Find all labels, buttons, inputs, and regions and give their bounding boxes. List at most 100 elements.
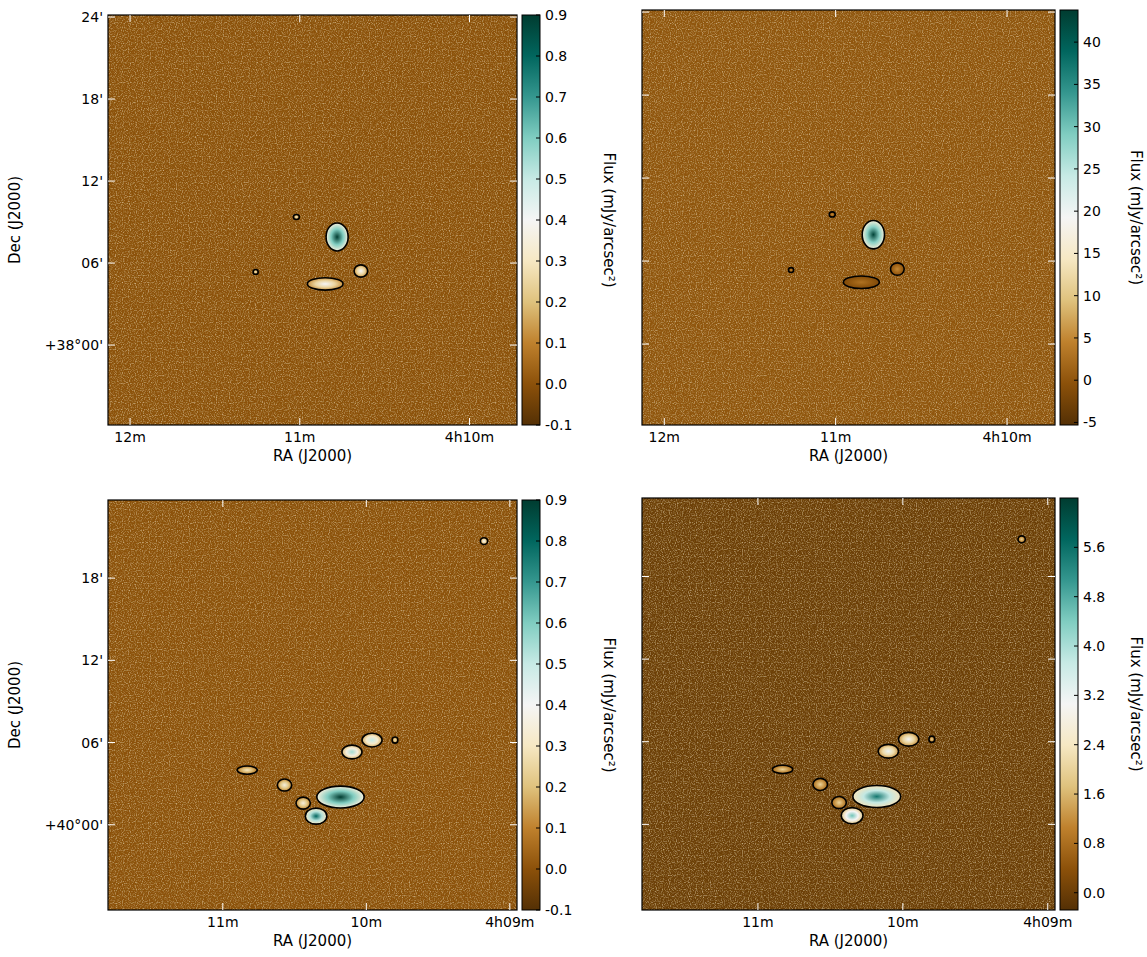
y-tick [510, 99, 517, 100]
colorbar-tick [1074, 646, 1078, 647]
colorbar-tick [1074, 794, 1078, 795]
y-axis-title: Dec (J2000) [6, 661, 24, 749]
y-tick [108, 181, 115, 182]
source [326, 223, 348, 251]
y-tick-label: 18' [81, 91, 103, 107]
colorbar-tick-label: 25 [1083, 161, 1101, 177]
source [1018, 536, 1025, 543]
x-tick [757, 498, 758, 505]
colorbar-tick [1074, 126, 1078, 127]
x-tick [469, 15, 470, 22]
source [392, 737, 398, 743]
y-tick-label: +40°00' [45, 817, 103, 833]
source [929, 736, 935, 742]
x-tick [509, 903, 510, 910]
source [293, 214, 299, 219]
y-tick [642, 824, 649, 825]
y-tick [510, 578, 517, 579]
y-tick [510, 345, 517, 346]
colorbar-title: Flux (mJy/arcsec²) [600, 637, 618, 772]
colorbar-tick-label: 5.6 [1083, 539, 1105, 555]
y-tick [1048, 261, 1055, 262]
x-tick [366, 500, 367, 507]
colorbar-tick-label: -5 [1083, 414, 1097, 430]
y-tick [1048, 12, 1055, 13]
x-tick-label: 12m [649, 429, 680, 445]
colorbar-title: Flux (mJy/arcsec²) [1127, 636, 1145, 771]
x-tick-label: 4h09m [1023, 914, 1072, 930]
y-tick-label: 12' [81, 652, 103, 668]
colorbar-tick-label: 4.8 [1083, 589, 1105, 605]
x-tick [664, 418, 665, 425]
colorbar-tick [1074, 695, 1078, 696]
x-tick [130, 15, 131, 22]
colorbar-tick-label: 0.5 [545, 171, 567, 187]
colorbar-tick-label: 5 [1083, 330, 1092, 346]
colorbar-tick-label: 0.0 [1083, 885, 1105, 901]
x-tick [222, 500, 223, 507]
colorbar-tick-label: -0.1 [545, 902, 572, 918]
noise [642, 498, 1055, 910]
colorbar-tick-label: 35 [1083, 76, 1101, 92]
panel: 11m10m4h09mRA (J2000)0.00.81.62.43.24.04… [642, 498, 1145, 950]
x-tick-label: 11m [284, 429, 315, 445]
x-axis-title: RA (J2000) [273, 932, 352, 950]
x-tick-label: 4h10m [445, 429, 494, 445]
x-tick [902, 498, 903, 505]
source [853, 786, 901, 808]
noise [108, 500, 517, 910]
colorbar-tick [536, 302, 540, 303]
colorbar [1060, 498, 1078, 910]
colorbar-tick-label: 0.2 [545, 294, 567, 310]
colorbar-tick-label: 0.2 [545, 779, 567, 795]
colorbar-tick-label: 0.7 [545, 574, 567, 590]
y-tick [510, 181, 517, 182]
colorbar-tick [1074, 295, 1078, 296]
colorbar-tick [1074, 422, 1078, 423]
noise [108, 500, 517, 910]
source [890, 263, 904, 275]
y-tick-label: 18' [81, 570, 103, 586]
source [362, 733, 382, 747]
panel: 12m11m4h10mRA (J2000)-50510152025303540F… [642, 10, 1145, 465]
colorbar-tick [536, 261, 540, 262]
colorbar-tick [1074, 744, 1078, 745]
colorbar-tick-label: 15 [1083, 245, 1101, 261]
y-tick [642, 12, 649, 13]
source [277, 779, 291, 791]
x-tick [509, 500, 510, 507]
noise [642, 10, 1055, 425]
x-tick [757, 903, 758, 910]
colorbar-tick [536, 828, 540, 829]
y-tick [108, 742, 115, 743]
noise [642, 10, 1055, 425]
colorbar-tick-label: -0.1 [545, 417, 572, 433]
y-tick-label: 06' [81, 255, 103, 271]
colorbar-tick [1074, 843, 1078, 844]
y-tick-label: 12' [81, 173, 103, 189]
frame [642, 498, 1055, 910]
colorbar-tick-label: 0.8 [545, 48, 567, 64]
y-tick [108, 660, 115, 661]
colorbar-tick [1074, 547, 1078, 548]
y-tick [642, 344, 649, 345]
colorbar-tick-label: 0.3 [545, 738, 567, 754]
y-tick [510, 17, 517, 18]
colorbar-tick [1074, 337, 1078, 338]
colorbar-tick-label: 30 [1083, 119, 1101, 135]
colorbar [522, 500, 540, 910]
colorbar-tick [536, 15, 540, 16]
colorbar-tick-label: 4.0 [1083, 638, 1105, 654]
y-tick [1048, 824, 1055, 825]
source [317, 786, 364, 808]
colorbar-tick-label: 0.6 [545, 615, 567, 631]
y-tick [108, 263, 115, 264]
colorbar-tick [536, 343, 540, 344]
source [307, 278, 343, 290]
colorbar-tick-label: 0.0 [545, 376, 567, 392]
image [642, 10, 1055, 425]
colorbar-tick-label: 0.1 [545, 335, 567, 351]
x-tick [902, 903, 903, 910]
y-tick [510, 824, 517, 825]
source [480, 538, 487, 545]
